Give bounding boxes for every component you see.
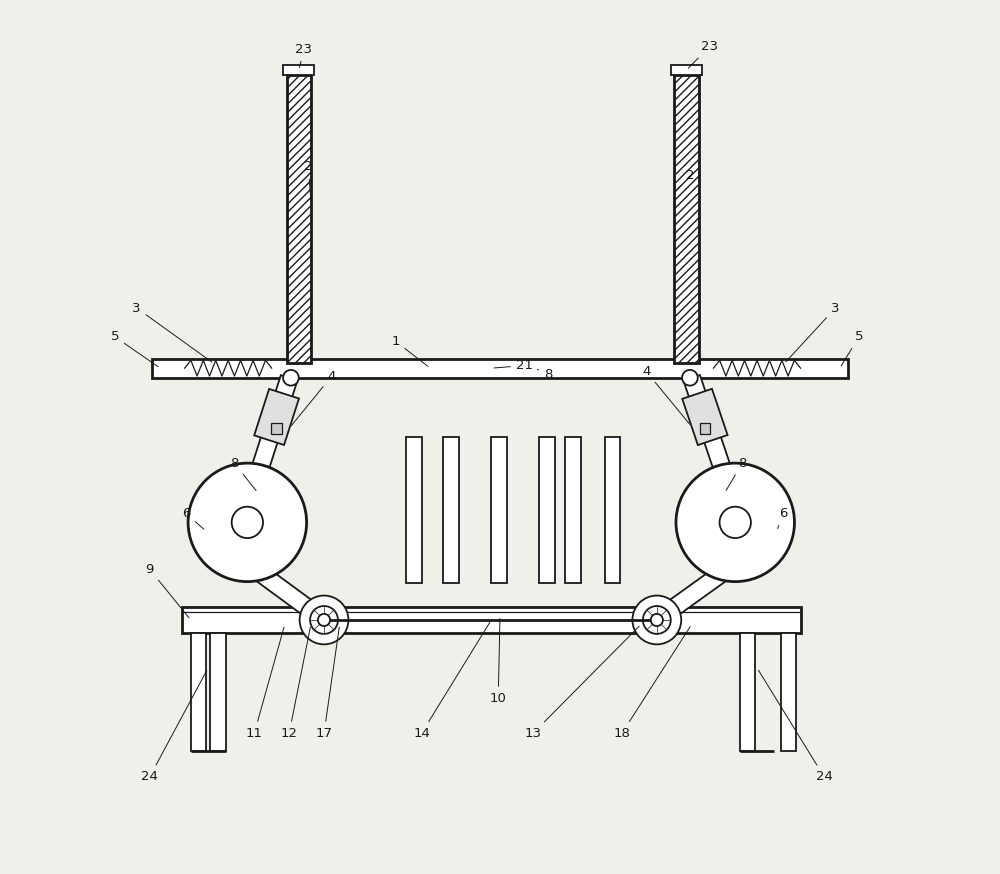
Circle shape [643, 606, 671, 634]
Text: 2: 2 [676, 170, 694, 191]
Text: 3: 3 [132, 302, 212, 362]
Bar [740, 633, 755, 751]
Text: 1: 1 [391, 335, 428, 366]
Bar [271, 423, 282, 434]
Bar [674, 75, 699, 363]
Bar [283, 65, 314, 75]
Bar [152, 358, 848, 378]
Text: 10: 10 [490, 619, 507, 704]
Bar [539, 437, 555, 583]
Polygon shape [247, 559, 329, 627]
Bar [443, 437, 459, 583]
Text: 12: 12 [281, 627, 310, 739]
Polygon shape [652, 559, 736, 627]
Bar [182, 607, 801, 633]
Circle shape [720, 507, 751, 538]
Text: 17: 17 [316, 627, 339, 739]
Text: 8: 8 [726, 456, 746, 490]
Circle shape [188, 463, 307, 581]
Circle shape [232, 507, 263, 538]
Circle shape [318, 614, 330, 626]
Text: 8: 8 [230, 456, 256, 490]
Text: 5: 5 [841, 330, 863, 366]
Bar [605, 437, 620, 583]
Circle shape [682, 370, 698, 385]
Bar [565, 437, 581, 583]
Text: 5: 5 [111, 330, 158, 366]
Text: 23: 23 [688, 40, 718, 68]
Bar [674, 75, 699, 363]
Bar [700, 423, 710, 434]
Circle shape [283, 370, 299, 385]
Circle shape [310, 606, 338, 634]
Text: 9: 9 [146, 563, 189, 618]
Polygon shape [682, 389, 728, 445]
Circle shape [651, 614, 663, 626]
Bar [210, 633, 226, 751]
Text: 3: 3 [786, 302, 840, 362]
Circle shape [300, 595, 348, 644]
Circle shape [676, 463, 794, 581]
Text: 6: 6 [182, 507, 204, 530]
Text: 24: 24 [141, 670, 207, 783]
Circle shape [632, 595, 681, 644]
Bar [781, 633, 796, 751]
Text: 4: 4 [642, 365, 690, 425]
Text: 13: 13 [525, 627, 639, 739]
Text: 11: 11 [246, 627, 284, 739]
Bar [491, 437, 507, 583]
Bar [287, 75, 311, 363]
Bar [671, 65, 702, 75]
Bar [287, 75, 311, 363]
Polygon shape [254, 389, 299, 445]
Bar [406, 437, 422, 583]
Polygon shape [683, 375, 735, 483]
Bar [191, 633, 206, 751]
Text: 23: 23 [295, 43, 312, 67]
Text: 6: 6 [778, 507, 787, 529]
Text: 2: 2 [304, 161, 313, 199]
Text: 18: 18 [614, 627, 690, 739]
Text: 8: 8 [537, 368, 552, 381]
Text: 4: 4 [291, 370, 336, 427]
Polygon shape [248, 375, 297, 483]
Text: 24: 24 [758, 670, 833, 783]
Text: 14: 14 [413, 622, 490, 739]
Text: 21: 21 [494, 359, 533, 372]
